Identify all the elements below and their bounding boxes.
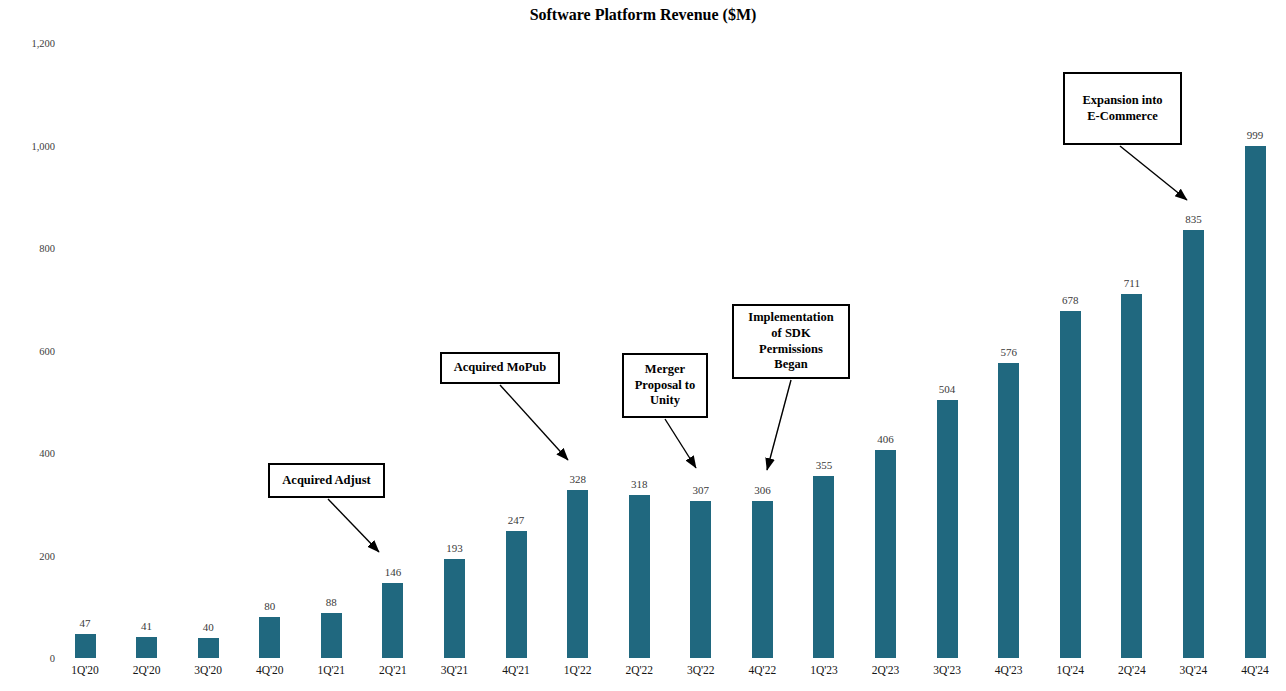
x-axis-tick-label: 4Q'23	[995, 664, 1023, 676]
bar-value-label: 999	[1247, 129, 1264, 141]
annotation-box: MergerProposal toUnity	[622, 353, 708, 418]
annotation-box: Implementationof SDKPermissionsBegan	[732, 304, 850, 379]
bar-value-label: 355	[816, 459, 833, 471]
x-axis-tick-label: 2Q'20	[133, 664, 161, 676]
bar	[875, 450, 896, 658]
bar-value-label: 835	[1185, 213, 1202, 225]
bar-value-label: 711	[1124, 277, 1140, 289]
bar-value-label: 88	[326, 596, 337, 608]
x-axis-tick-label: 1Q'22	[564, 664, 592, 676]
chart-title: Software Platform Revenue ($M)	[0, 6, 1286, 24]
annotation-box: Acquired MoPub	[440, 352, 560, 384]
x-axis-tick-label: 4Q'22	[749, 664, 777, 676]
y-axis-tick-label: 0	[0, 653, 55, 664]
bar	[1245, 146, 1266, 658]
bar	[75, 634, 96, 658]
bar-value-label: 80	[264, 600, 275, 612]
bar	[444, 559, 465, 658]
bar-value-label: 406	[877, 433, 894, 445]
annotation-box: Expansion intoE-Commerce	[1063, 72, 1182, 145]
x-axis-tick-label: 3Q'22	[687, 664, 715, 676]
annotation-arrow-icon	[328, 499, 379, 552]
annotation-arrow-icon	[665, 419, 696, 468]
annotation-text: Implementationof SDKPermissionsBegan	[748, 310, 833, 373]
x-axis-tick-label: 3Q'23	[933, 664, 961, 676]
bar-value-label: 193	[446, 542, 463, 554]
bar	[998, 363, 1019, 658]
bar-value-label: 307	[693, 484, 710, 496]
bar	[321, 613, 342, 658]
annotation-text: Acquired Adjust	[282, 473, 370, 489]
bar-value-label: 678	[1062, 294, 1079, 306]
annotation-text: MergerProposal toUnity	[635, 362, 696, 409]
x-axis-tick-label: 2Q'21	[379, 664, 407, 676]
bar	[567, 490, 588, 658]
bar	[1121, 294, 1142, 658]
bar	[1060, 311, 1081, 658]
x-axis-tick-label: 4Q'20	[256, 664, 284, 676]
bar-value-label: 40	[203, 621, 214, 633]
x-axis-tick-label: 2Q'24	[1118, 664, 1146, 676]
bar	[506, 531, 527, 658]
bar	[752, 501, 773, 658]
x-axis-tick-label: 2Q'22	[625, 664, 653, 676]
x-axis-tick-label: 1Q'20	[71, 664, 99, 676]
bar-chart: Software Platform Revenue ($M) 0 200 400 60…	[0, 0, 1286, 691]
x-axis-tick-label: 4Q'24	[1241, 664, 1269, 676]
x-axis-tick-label: 1Q'21	[317, 664, 345, 676]
annotation-text: Expansion intoE-Commerce	[1082, 93, 1162, 124]
bar	[937, 400, 958, 658]
annotation-text: Acquired MoPub	[454, 360, 547, 376]
annotation-box: Acquired Adjust	[268, 463, 385, 498]
bar	[1183, 230, 1204, 658]
annotation-arrow-icon	[500, 385, 568, 460]
bar-value-label: 576	[1000, 346, 1017, 358]
annotation-arrow-icon	[1120, 146, 1187, 200]
bar	[690, 501, 711, 658]
bar-value-label: 504	[939, 383, 956, 395]
bar	[259, 617, 280, 658]
bar-value-label: 247	[508, 514, 525, 526]
x-axis-tick-label: 3Q'24	[1180, 664, 1208, 676]
y-axis-tick-label: 200	[0, 550, 55, 561]
bar	[629, 495, 650, 658]
bar-value-label: 146	[385, 566, 402, 578]
bar-value-label: 328	[569, 473, 586, 485]
y-axis-tick-label: 1,000	[0, 140, 55, 151]
bar	[813, 476, 834, 658]
bar-value-label: 41	[141, 620, 152, 632]
y-axis-tick-label: 800	[0, 243, 55, 254]
y-axis-tick-label: 400	[0, 448, 55, 459]
bar-value-label: 306	[754, 484, 771, 496]
x-axis-tick-label: 1Q'24	[1056, 664, 1084, 676]
y-axis-tick-label: 600	[0, 345, 55, 356]
bar-value-label: 47	[80, 617, 91, 629]
bar	[198, 638, 219, 659]
x-axis-tick-label: 2Q'23	[872, 664, 900, 676]
x-axis-tick-label: 1Q'23	[810, 664, 838, 676]
bar	[136, 637, 157, 658]
x-axis-tick-label: 3Q'21	[441, 664, 469, 676]
annotation-arrow-icon	[767, 380, 791, 470]
x-axis-tick-label: 4Q'21	[502, 664, 530, 676]
bar	[382, 583, 403, 658]
y-axis-tick-label: 1,200	[0, 38, 55, 49]
bar-value-label: 318	[631, 478, 648, 490]
x-axis-tick-label: 3Q'20	[194, 664, 222, 676]
